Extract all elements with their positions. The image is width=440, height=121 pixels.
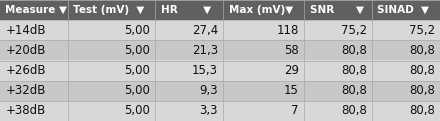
- Text: 80,8: 80,8: [341, 84, 367, 97]
- Bar: [68, 60, 155, 81]
- Text: 80,8: 80,8: [409, 44, 435, 57]
- Text: 75,2: 75,2: [341, 24, 367, 37]
- Text: 29: 29: [284, 64, 299, 77]
- Text: 58: 58: [284, 44, 299, 57]
- Text: 80,8: 80,8: [409, 104, 435, 117]
- Text: HR       ▼: HR ▼: [161, 5, 211, 15]
- Bar: [304, 20, 372, 40]
- Bar: [372, 20, 440, 40]
- Text: +14dB: +14dB: [5, 24, 46, 37]
- Bar: [223, 101, 304, 121]
- Bar: [0, 81, 68, 101]
- Bar: [0, 20, 68, 40]
- Bar: [68, 20, 155, 40]
- Bar: [223, 40, 304, 60]
- Text: 5,00: 5,00: [124, 44, 150, 57]
- Text: +32dB: +32dB: [5, 84, 46, 97]
- Bar: [155, 60, 223, 81]
- Bar: [0, 101, 68, 121]
- Bar: [304, 101, 372, 121]
- Bar: [68, 40, 155, 60]
- Bar: [372, 101, 440, 121]
- Bar: [155, 81, 223, 101]
- Bar: [68, 81, 155, 101]
- Bar: [155, 0, 223, 20]
- Text: 80,8: 80,8: [341, 44, 367, 57]
- Text: +38dB: +38dB: [5, 104, 45, 117]
- Text: 7: 7: [291, 104, 299, 117]
- Bar: [372, 60, 440, 81]
- Bar: [223, 0, 304, 20]
- Text: 5,00: 5,00: [124, 24, 150, 37]
- Text: 15: 15: [284, 84, 299, 97]
- Text: 80,8: 80,8: [409, 84, 435, 97]
- Text: +26dB: +26dB: [5, 64, 46, 77]
- Text: 80,8: 80,8: [409, 64, 435, 77]
- Bar: [155, 20, 223, 40]
- Text: 9,3: 9,3: [199, 84, 218, 97]
- Bar: [223, 81, 304, 101]
- Text: 80,8: 80,8: [341, 104, 367, 117]
- Bar: [372, 81, 440, 101]
- Text: 5,00: 5,00: [124, 64, 150, 77]
- Bar: [0, 0, 68, 20]
- Bar: [304, 81, 372, 101]
- Text: 5,00: 5,00: [124, 84, 150, 97]
- Text: 75,2: 75,2: [409, 24, 435, 37]
- Bar: [304, 60, 372, 81]
- Bar: [372, 40, 440, 60]
- Text: SINAD  ▼: SINAD ▼: [378, 5, 429, 15]
- Bar: [304, 0, 372, 20]
- Text: 15,3: 15,3: [192, 64, 218, 77]
- Text: Test (mV)  ▼: Test (mV) ▼: [73, 5, 144, 15]
- Bar: [0, 40, 68, 60]
- Bar: [155, 101, 223, 121]
- Text: 21,3: 21,3: [192, 44, 218, 57]
- Bar: [304, 40, 372, 60]
- Bar: [155, 40, 223, 60]
- Bar: [223, 20, 304, 40]
- Text: Measure ▼: Measure ▼: [5, 5, 67, 15]
- Text: 80,8: 80,8: [341, 64, 367, 77]
- Bar: [372, 0, 440, 20]
- Text: 3,3: 3,3: [199, 104, 218, 117]
- Text: +20dB: +20dB: [5, 44, 46, 57]
- Bar: [68, 101, 155, 121]
- Text: 118: 118: [277, 24, 299, 37]
- Bar: [0, 60, 68, 81]
- Bar: [223, 60, 304, 81]
- Text: SNR      ▼: SNR ▼: [310, 5, 363, 15]
- Text: Max (mV)▼: Max (mV)▼: [228, 5, 293, 15]
- Text: 27,4: 27,4: [192, 24, 218, 37]
- Text: 5,00: 5,00: [124, 104, 150, 117]
- Bar: [68, 0, 155, 20]
